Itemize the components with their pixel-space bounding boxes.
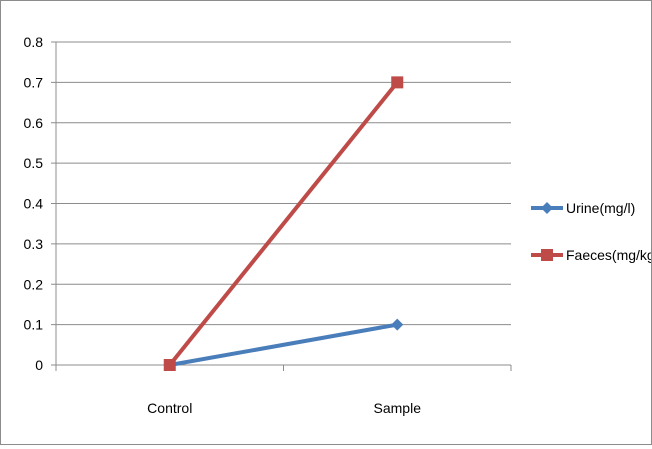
- series-line-urine: [169, 322, 398, 367]
- y-tick-label: 0.4: [24, 196, 44, 212]
- data-point-faeces: [391, 76, 404, 89]
- y-tick-label: 0.7: [24, 74, 44, 90]
- series-lines: [163, 76, 404, 371]
- y-tick-label: 0: [35, 357, 43, 373]
- y-tick-label: 0.8: [24, 34, 44, 50]
- data-point-faeces: [163, 359, 176, 371]
- y-tick-label: 0.2: [24, 276, 44, 292]
- data-point-urine: [391, 318, 404, 331]
- gridlines: [56, 41, 511, 326]
- y-tick-label: 0.1: [24, 317, 44, 333]
- x-tick-label: Control: [147, 400, 192, 416]
- legend-marker: [541, 249, 553, 261]
- series-line-faeces: [168, 81, 399, 367]
- y-tick-label: 0.3: [24, 236, 44, 252]
- legend-label: Faeces(mg/kg): [566, 247, 651, 263]
- x-tick-label: Sample: [374, 400, 422, 416]
- y-tick-label: 0.6: [24, 115, 44, 131]
- legend-label: Urine(mg/l): [566, 200, 635, 216]
- y-tick-label: 0.5: [24, 155, 44, 171]
- legend-marker: [541, 202, 553, 214]
- legend: Urine(mg/l) Faeces(mg/kg): [531, 200, 652, 263]
- axes: 0 0.1 0.2 0.3 0.4 0.5 0.6 0.7 0.8 Control Sample: [24, 34, 512, 416]
